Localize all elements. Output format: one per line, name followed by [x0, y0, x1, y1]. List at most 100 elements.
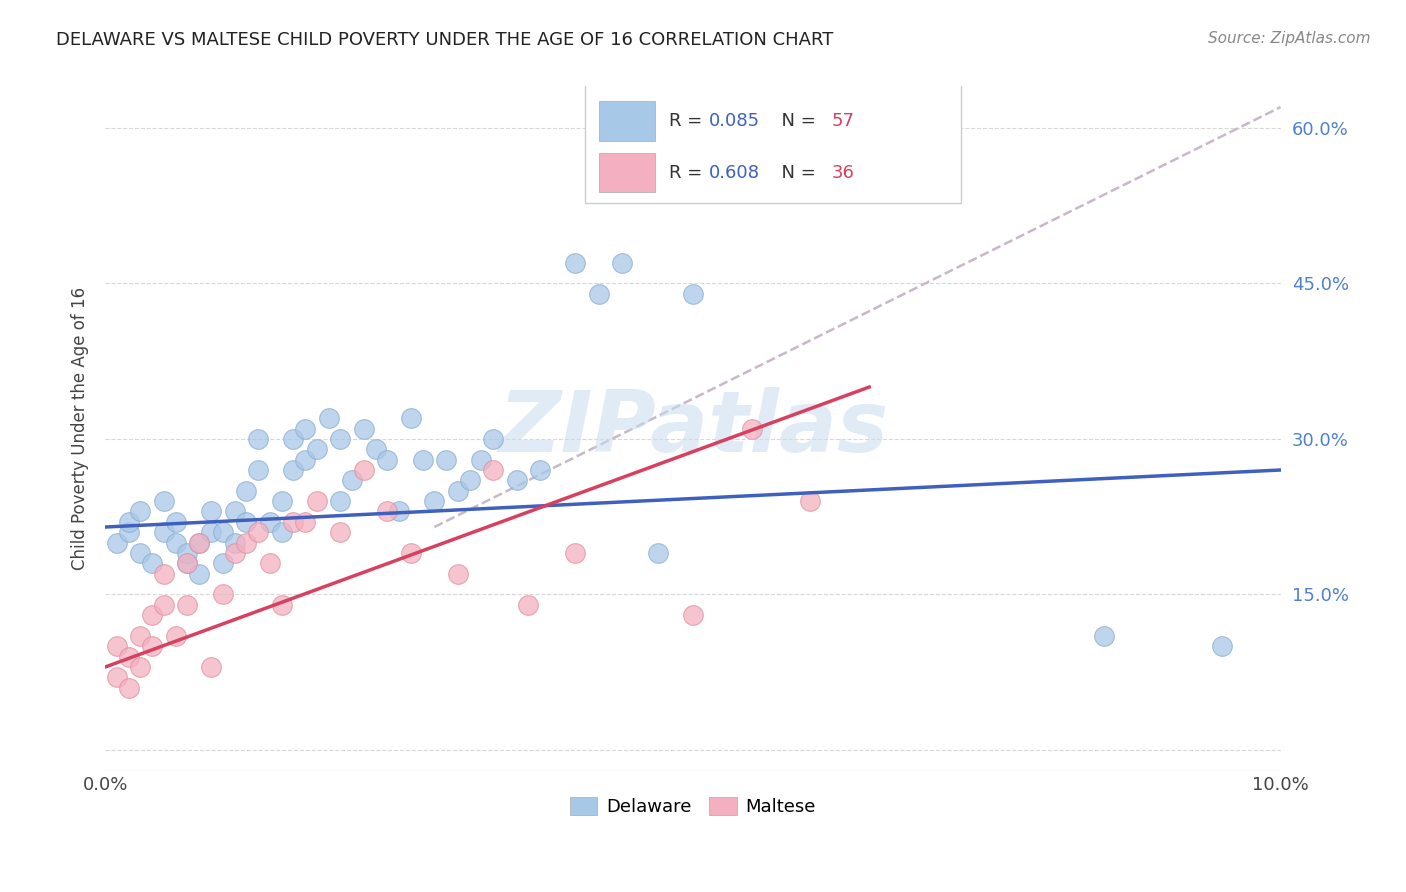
Point: [129, 660, 152, 674]
Point: [294, 515, 316, 529]
Point: [176, 557, 198, 571]
Point: [505, 474, 527, 488]
Point: [305, 442, 328, 457]
Text: R =: R =: [669, 163, 709, 182]
Text: N =: N =: [770, 163, 823, 182]
Point: [200, 525, 222, 540]
Text: 57: 57: [831, 112, 855, 130]
Point: [259, 557, 281, 571]
Legend: Delaware, Maltese: Delaware, Maltese: [562, 789, 823, 823]
Point: [118, 515, 141, 529]
Point: [153, 525, 176, 540]
Point: [235, 535, 257, 549]
Point: [200, 504, 222, 518]
Text: DELAWARE VS MALTESE CHILD POVERTY UNDER THE AGE OF 16 CORRELATION CHART: DELAWARE VS MALTESE CHILD POVERTY UNDER …: [56, 31, 834, 49]
Point: [211, 587, 233, 601]
Point: [118, 649, 141, 664]
Point: [224, 546, 246, 560]
Point: [329, 494, 352, 508]
FancyBboxPatch shape: [585, 83, 960, 202]
Point: [434, 452, 457, 467]
Point: [1092, 629, 1115, 643]
Point: [283, 515, 305, 529]
Point: [329, 432, 352, 446]
Point: [176, 598, 198, 612]
Point: [612, 255, 634, 269]
Point: [118, 681, 141, 695]
Point: [318, 411, 340, 425]
Point: [259, 515, 281, 529]
Text: Source: ZipAtlas.com: Source: ZipAtlas.com: [1208, 31, 1371, 46]
FancyBboxPatch shape: [599, 102, 655, 141]
Point: [353, 463, 375, 477]
Point: [224, 504, 246, 518]
Point: [165, 515, 187, 529]
Text: N =: N =: [770, 112, 823, 130]
Text: ZIPatlas: ZIPatlas: [498, 387, 889, 470]
Text: 0.608: 0.608: [710, 163, 761, 182]
Point: [283, 432, 305, 446]
Point: [741, 421, 763, 435]
Point: [153, 494, 176, 508]
Point: [165, 535, 187, 549]
Point: [799, 494, 821, 508]
Point: [682, 608, 704, 623]
Point: [188, 566, 211, 581]
Point: [188, 535, 211, 549]
Point: [270, 598, 292, 612]
Point: [482, 463, 505, 477]
Point: [517, 598, 540, 612]
Point: [247, 525, 270, 540]
Text: 36: 36: [831, 163, 855, 182]
Point: [399, 546, 422, 560]
Point: [588, 286, 610, 301]
Text: 0.085: 0.085: [710, 112, 761, 130]
Point: [340, 474, 363, 488]
Point: [153, 566, 176, 581]
Point: [283, 463, 305, 477]
Point: [188, 535, 211, 549]
Point: [270, 525, 292, 540]
Point: [529, 463, 551, 477]
Point: [375, 504, 398, 518]
Point: [858, 162, 880, 177]
Point: [129, 504, 152, 518]
Point: [141, 640, 163, 654]
Text: R =: R =: [669, 112, 709, 130]
Point: [129, 629, 152, 643]
Point: [176, 546, 198, 560]
Point: [141, 557, 163, 571]
Point: [247, 432, 270, 446]
Point: [1211, 640, 1233, 654]
FancyBboxPatch shape: [599, 153, 655, 193]
Point: [329, 525, 352, 540]
Point: [105, 670, 128, 684]
Point: [129, 546, 152, 560]
Point: [294, 452, 316, 467]
Point: [364, 442, 387, 457]
Point: [305, 494, 328, 508]
Point: [447, 566, 470, 581]
Point: [211, 557, 233, 571]
Point: [564, 255, 586, 269]
Point: [423, 494, 446, 508]
Point: [176, 557, 198, 571]
Point: [105, 535, 128, 549]
Point: [482, 432, 505, 446]
Point: [211, 525, 233, 540]
Point: [647, 546, 669, 560]
Point: [105, 640, 128, 654]
Y-axis label: Child Poverty Under the Age of 16: Child Poverty Under the Age of 16: [72, 287, 89, 570]
Point: [118, 525, 141, 540]
Point: [270, 494, 292, 508]
Point: [153, 598, 176, 612]
Point: [399, 411, 422, 425]
Point: [564, 546, 586, 560]
Point: [165, 629, 187, 643]
Point: [294, 421, 316, 435]
Point: [247, 463, 270, 477]
Point: [141, 608, 163, 623]
Point: [235, 515, 257, 529]
Point: [682, 286, 704, 301]
Point: [353, 421, 375, 435]
